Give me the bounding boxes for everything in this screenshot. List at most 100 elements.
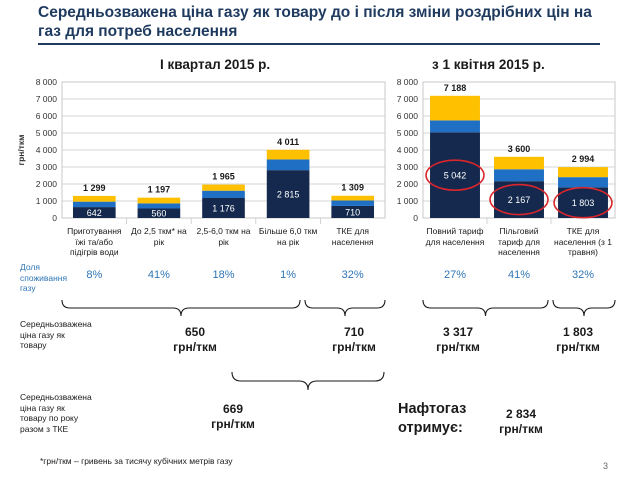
consumption-share: 32% bbox=[571, 269, 595, 281]
weighted-q1-tke-unit: грн/ткм bbox=[332, 340, 376, 354]
bar-segment bbox=[72, 195, 116, 202]
bar-value-label: 2 815 bbox=[277, 190, 300, 200]
y-tick-label: 5 000 bbox=[397, 128, 419, 138]
highlight-circle bbox=[553, 186, 613, 219]
braces bbox=[61, 299, 616, 391]
bar-segment bbox=[202, 190, 245, 199]
y-tick-label: 4 000 bbox=[397, 145, 419, 155]
brace bbox=[231, 371, 385, 391]
highlight-circle bbox=[489, 183, 549, 216]
y-tick-label: 0 bbox=[52, 213, 57, 223]
category-label: Пільговий тариф для населення bbox=[498, 226, 540, 257]
bar-segment bbox=[137, 197, 181, 204]
category-label: 2,5-6,0 ткм на рік bbox=[196, 226, 251, 247]
weighted-q1-hh-unit: грн/ткм bbox=[173, 340, 217, 354]
category-label: Більше 6,0 ткм на рік bbox=[258, 226, 318, 247]
naftogaz-price: 2 834 грн/ткм bbox=[476, 407, 566, 437]
bar-segment bbox=[494, 169, 544, 182]
weighted-q1-hh: 650 грн/ткм bbox=[150, 325, 240, 355]
y-tick-label: 0 bbox=[413, 213, 418, 223]
bar-total-label: 1 197 bbox=[148, 185, 171, 195]
bar-value-label: 560 bbox=[151, 209, 166, 219]
weighted-q1-tke-value: 710 bbox=[343, 325, 365, 339]
weighted-apr-tke-unit: грн/ткм bbox=[556, 340, 600, 354]
weighted-apr-hh-unit: грн/ткм bbox=[436, 340, 480, 354]
share-row-label: Доля споживання газу bbox=[20, 262, 68, 293]
brace bbox=[304, 299, 386, 317]
bar-total-label: 1 965 bbox=[212, 172, 235, 182]
y-tick-label: 3 000 bbox=[397, 162, 419, 172]
naftogaz-label: Нафтогаз отримує: bbox=[398, 401, 467, 436]
y-tick-label: 8 000 bbox=[397, 77, 419, 87]
weighted-q1-tke: 710 грн/ткм bbox=[309, 325, 399, 355]
consumption-share: 27% bbox=[443, 269, 467, 281]
weighted-apr-tke-value: 1 803 bbox=[562, 325, 594, 339]
y-tick-label: 1 000 bbox=[36, 196, 58, 206]
yearly-row-label: Середньозважена ціна газу як товару по р… bbox=[20, 392, 92, 434]
bar-segment bbox=[430, 120, 480, 133]
brace bbox=[552, 299, 616, 317]
bar-segment bbox=[331, 195, 375, 201]
bar-segment bbox=[137, 208, 181, 218]
footnote: *грн/ткм – гривень за тисячу кубічних ме… bbox=[40, 456, 233, 466]
naftogaz-price-value: 2 834 bbox=[505, 407, 537, 421]
bar-segment bbox=[430, 132, 480, 218]
bar-total-label: 1 309 bbox=[341, 183, 364, 193]
y-tick-label: 3 000 bbox=[36, 162, 58, 172]
bar-value-label: 5 042 bbox=[444, 171, 467, 181]
y-tick-label: 8 000 bbox=[36, 77, 58, 87]
consumption-share: 1% bbox=[280, 269, 297, 281]
weighted-q1-hh-value: 650 bbox=[184, 325, 206, 339]
category-label: ТКЕ для населення (з 1 травня) bbox=[554, 226, 612, 257]
weighted-row-label: Середньозважена ціна газу як товару bbox=[20, 319, 92, 350]
y-tick-label: 6 000 bbox=[397, 111, 419, 121]
y-tick-label: 4 000 bbox=[36, 145, 58, 155]
category-label: Повний тариф для населення bbox=[425, 226, 485, 247]
bar-segment bbox=[202, 184, 245, 191]
bar-segment bbox=[558, 187, 608, 218]
chart-q1: 0 1 000 2 000 3 000 4 000 5 000 6 000 7 000 8 00… bbox=[16, 77, 386, 224]
bar-total-label: 3 600 bbox=[508, 144, 531, 154]
brace bbox=[422, 299, 549, 317]
bar-value-label: 710 bbox=[345, 207, 360, 217]
consumption-share: 18% bbox=[212, 269, 235, 281]
brace bbox=[61, 299, 301, 317]
chart-q1-title: I квартал 2015 р. bbox=[160, 57, 271, 72]
naftogaz-price-unit: грн/ткм bbox=[499, 422, 543, 436]
bar-segment bbox=[72, 207, 116, 218]
y-tick-label: 5 000 bbox=[36, 128, 58, 138]
bar-segment bbox=[266, 170, 310, 218]
bar-segment bbox=[266, 159, 310, 171]
bar-segment bbox=[331, 205, 375, 218]
bar-value-label: 2 167 bbox=[508, 195, 531, 205]
weighted-apr-hh-value: 3 317 bbox=[442, 325, 474, 339]
y-tick-label: 7 000 bbox=[397, 94, 419, 104]
bar-total-label: 7 188 bbox=[444, 83, 467, 93]
bar-value-label: 1 803 bbox=[572, 198, 595, 208]
consumption-share: 8% bbox=[86, 269, 103, 281]
bar-segment bbox=[331, 200, 375, 206]
slide-title: Середньозважена ціна газу як товару до і… bbox=[38, 4, 592, 40]
bar-total-label: 2 994 bbox=[572, 154, 595, 164]
yearly-price-unit: грн/ткм bbox=[211, 417, 255, 431]
bar-total-label: 4 011 bbox=[277, 137, 299, 147]
y-tick-label: 2 000 bbox=[36, 179, 58, 189]
consumption-share: 41% bbox=[147, 269, 170, 281]
consumption-share: 32% bbox=[341, 269, 364, 281]
bar-segment bbox=[202, 198, 245, 218]
bar-value-label: 1 176 bbox=[212, 204, 235, 214]
consumption-share: 41% bbox=[507, 269, 531, 281]
bar-total-label: 1 299 bbox=[83, 183, 106, 193]
page-number: 3 bbox=[603, 461, 609, 471]
bar-segment bbox=[558, 167, 608, 178]
bar-segment bbox=[137, 203, 181, 209]
bar-segment bbox=[494, 156, 544, 170]
title-divider bbox=[38, 43, 600, 45]
bar-segment bbox=[266, 149, 310, 160]
bar-value-label: 642 bbox=[87, 208, 102, 218]
category-label: Приготування їжі та/або підігрів води bbox=[67, 226, 122, 257]
highlight-circle bbox=[425, 159, 485, 191]
weighted-apr-hh: 3 317 грн/ткм bbox=[413, 325, 503, 355]
bar-segment bbox=[72, 201, 116, 208]
